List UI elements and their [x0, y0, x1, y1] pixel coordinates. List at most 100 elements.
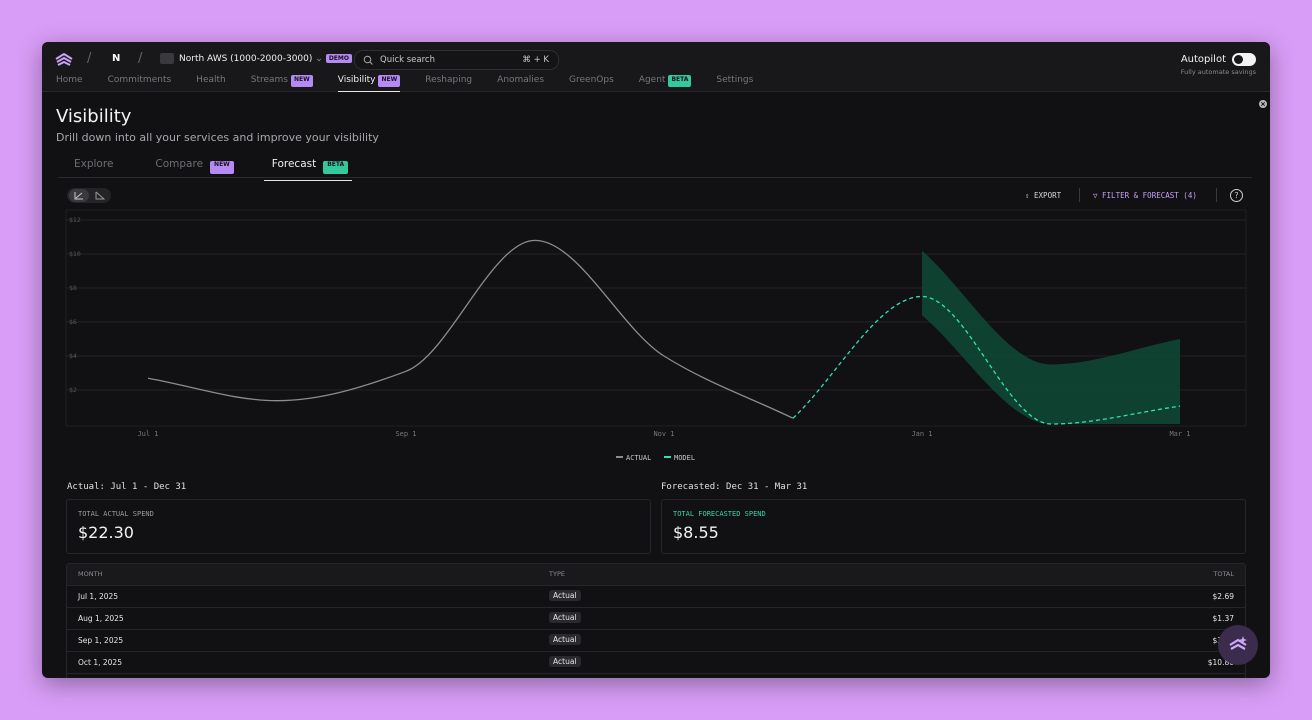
y-tick-label: $10 [69, 250, 81, 258]
cell: Jul 1, 2025 [78, 592, 119, 601]
card-value: $22.30 [78, 523, 134, 542]
cell: $1.37 [1212, 614, 1234, 623]
table-row: Oct 1, 2025 Actual $10.80 [67, 652, 1245, 674]
chevron: ⌄ [315, 54, 323, 64]
y-tick-label: $4 [69, 352, 77, 360]
search-icon [363, 55, 373, 65]
tab-label: Forecast [271, 158, 317, 170]
account-switcher[interactable]: North AWS (1000-2000-3000) ⌄ DEMO [179, 54, 352, 64]
badge: BETA [323, 161, 349, 174]
type-pill: Actual [549, 612, 581, 623]
badge: DEMO [325, 54, 352, 63]
table-row: Aug 1, 2025 Actual $1.37 [67, 608, 1245, 630]
tab-label: Streams [250, 75, 288, 85]
tab-label: Visibility [337, 75, 376, 85]
filter-label: FILTER & FORECAST (4) [1102, 191, 1197, 200]
tab[interactable]: Compare NEW [147, 158, 237, 181]
account-icon [160, 53, 174, 64]
badge: NEW [210, 161, 234, 174]
y-tick-label: $12 [69, 216, 81, 224]
badge: NEW [291, 75, 313, 87]
tab[interactable]: GreenOps [569, 75, 614, 92]
x-tick-label: Jan 1 [911, 430, 932, 438]
export-label: EXPORT [1034, 191, 1062, 200]
y-tick-label: $6 [69, 318, 77, 326]
type-pill: Actual [549, 590, 581, 601]
y-tick-label: $8 [69, 284, 77, 292]
cell: Aug 1, 2025 [78, 614, 124, 623]
cell: Sep 1, 2025 [78, 636, 124, 645]
tab[interactable]: Streams NEW [251, 75, 313, 92]
legend-label: ACTUAL [626, 454, 651, 462]
badge: NEW [378, 75, 401, 87]
nav-tabs: Home Commitments Health Streams NEW Visibilit… [56, 75, 753, 92]
help-button[interactable]: ? [1230, 189, 1243, 202]
autopilot-toggle[interactable] [1232, 53, 1256, 66]
close-button[interactable] [1259, 100, 1267, 108]
autopilot-note: Fully automate savings [1180, 68, 1256, 76]
tab[interactable]: Anomalies [497, 75, 544, 92]
cell: $2.69 [1212, 592, 1234, 601]
page-subtitle: Drill down into all your services and im… [56, 131, 379, 144]
x-tick-label: Nov 1 [653, 430, 674, 438]
column-header: TYPE [549, 570, 565, 578]
account-name: North AWS (1000-2000-3000) [179, 54, 313, 64]
chart-style-toggle[interactable] [67, 188, 111, 203]
logo[interactable] [55, 53, 73, 67]
column-header: MONTH [78, 570, 103, 578]
cell: $10.80 [1207, 658, 1234, 667]
tab[interactable]: Explore [66, 158, 121, 181]
tab[interactable]: Health [196, 75, 226, 92]
separator: / [87, 51, 92, 66]
tab-label: Health [196, 75, 226, 85]
tab-label: Commitments [107, 75, 172, 85]
org-initial[interactable]: N [112, 53, 121, 64]
divider [1216, 188, 1217, 202]
sub-tabs: Explore Compare NEW Forecast BETA [66, 158, 353, 181]
filter-button[interactable]: ▽ FILTER & FORECAST (4) [1093, 191, 1197, 200]
tab-label: Home [56, 75, 83, 85]
x-tick-label: Sep 1 [395, 430, 416, 438]
month-table: MONTH TYPE TOTAL Jul 1, 2025 Actual $2.69 Aug … [66, 563, 1246, 678]
top-nav: / N / North AWS (1000-2000-3000) ⌄ DEMO Q… [42, 42, 1270, 92]
table-row: Jul 1, 2025 Actual $2.69 [67, 586, 1245, 608]
page-title: Visibility [56, 106, 132, 127]
search-placeholder: Quick search [380, 55, 435, 65]
tab-label: Agent [638, 75, 666, 85]
tab[interactable]: Home [56, 75, 83, 92]
y-tick-label: $2 [69, 386, 77, 394]
divider [1079, 188, 1080, 202]
series-line [147, 239, 794, 419]
tab-label: Settings [716, 75, 754, 85]
export-button[interactable]: ⇪ EXPORT [1025, 191, 1062, 200]
series-line [792, 295, 1181, 425]
table-header: MONTH TYPE TOTAL [67, 564, 1245, 586]
cell: Oct 1, 2025 [78, 658, 122, 667]
forecast-chart: $2 $4 $6 $8 $10 $12 Jul 1 Sep 1 Nov 1 Jan 1 Mar 1 A… [65, 209, 1247, 462]
assistant-fab[interactable] [1218, 625, 1258, 665]
tab-label: Compare [155, 158, 204, 170]
x-tick-label: Jul 1 [137, 430, 158, 438]
actual-range: Actual: Jul 1 - Dec 31 [67, 482, 187, 492]
tab[interactable]: Reshaping [425, 75, 472, 92]
type-pill: Actual [549, 634, 581, 645]
divider [58, 177, 1252, 178]
tab[interactable]: Visibility NEW [337, 75, 401, 92]
card-label: TOTAL FORECASTED SPEND [673, 510, 766, 518]
plot-frame [65, 209, 1247, 427]
tab[interactable]: Agent BETA [639, 75, 692, 92]
separator: / [138, 51, 143, 66]
search-box[interactable]: Quick search ⌘ + K [354, 50, 559, 70]
tab-label: Explore [74, 158, 114, 170]
app-window: $2 $4 $6 $8 $10 $12 Jul 1 Sep 1 Nov 1 Jan 1 Mar 1 A… [42, 42, 1270, 678]
tab[interactable]: Commitments [108, 75, 172, 92]
card-label: TOTAL ACTUAL SPEND [78, 510, 154, 518]
legend-label: MODEL [674, 454, 695, 462]
tab[interactable]: Forecast BETA [263, 158, 353, 181]
tab[interactable]: Settings [716, 75, 753, 92]
summary-card: TOTAL ACTUAL SPEND $22.30 [66, 499, 651, 554]
column-header: TOTAL [1213, 570, 1234, 578]
